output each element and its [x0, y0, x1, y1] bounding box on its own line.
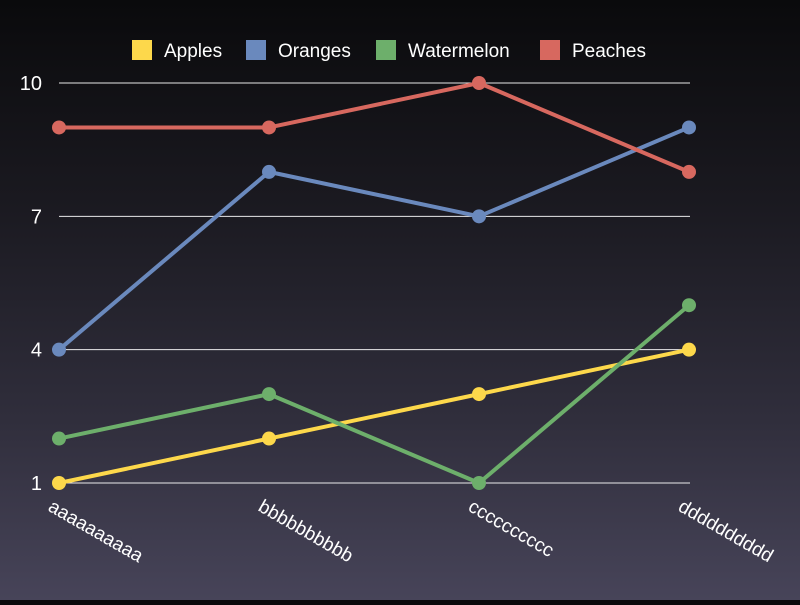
watermelon-point — [262, 387, 276, 402]
legend-item-watermelon: Watermelon — [376, 40, 510, 62]
series-apples — [52, 342, 696, 490]
legend-item-apples: Apples — [132, 40, 222, 62]
peaches-point — [262, 120, 276, 135]
oranges-point — [52, 342, 66, 357]
y-tick-label: 7 — [31, 206, 42, 228]
legend-swatch — [376, 40, 396, 60]
apples-point — [262, 431, 276, 446]
x-tick-label: cccccccccc — [465, 496, 558, 562]
series-watermelon — [52, 298, 696, 490]
x-tick-label: bbbbbbbbbb — [255, 496, 357, 567]
apples-point — [472, 387, 486, 402]
watermelon-point — [52, 431, 66, 446]
legend-label: Watermelon — [408, 41, 510, 62]
peaches-point — [52, 120, 66, 135]
legend-swatch — [132, 40, 152, 60]
peaches-line — [57, 81, 691, 174]
legend: Apples Oranges Watermelon Peaches — [132, 40, 646, 62]
series-peaches — [52, 76, 696, 179]
peaches-point — [682, 164, 696, 179]
apples-point — [682, 342, 696, 357]
legend-label: Oranges — [278, 41, 351, 62]
legend-item-oranges: Oranges — [246, 40, 351, 62]
x-axis: aaaaaaaaaa bbbbbbbbbb cccccccccc dddddddddd — [45, 496, 777, 567]
grid-lines — [59, 82, 690, 484]
y-tick-label: 1 — [31, 473, 42, 495]
watermelon-line — [57, 303, 691, 485]
watermelon-point — [472, 476, 486, 490]
oranges-point — [262, 164, 276, 179]
legend-swatch — [246, 40, 266, 60]
series-layer — [52, 76, 696, 490]
y-tick-label: 10 — [20, 73, 42, 95]
x-tick-label: aaaaaaaaaa — [45, 496, 147, 567]
legend-swatch — [540, 40, 560, 60]
oranges-line — [57, 125, 691, 352]
watermelon-point — [682, 298, 696, 313]
oranges-point — [472, 209, 486, 224]
oranges-point — [682, 120, 696, 135]
x-tick-label: dddddddddd — [675, 496, 777, 567]
y-tick-label: 4 — [31, 340, 42, 362]
y-axis: 1 4 7 10 — [20, 73, 42, 495]
legend-label: Apples — [164, 41, 222, 62]
apples-point — [52, 476, 66, 490]
apples-line — [57, 347, 691, 485]
legend-label: Peaches — [572, 41, 646, 62]
legend-item-peaches: Peaches — [540, 40, 646, 62]
series-oranges — [52, 120, 696, 357]
peaches-point — [472, 76, 486, 90]
